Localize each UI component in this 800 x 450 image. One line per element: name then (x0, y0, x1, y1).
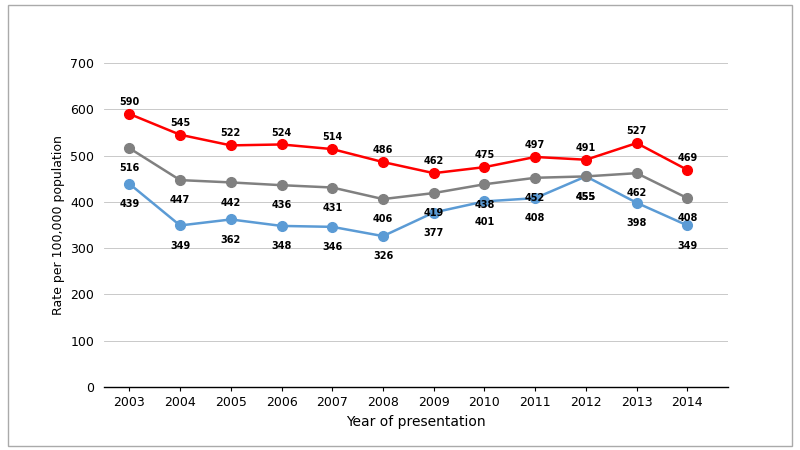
Text: 436: 436 (271, 200, 292, 211)
Text: 439: 439 (119, 199, 139, 209)
Text: 491: 491 (576, 143, 596, 153)
Female (226, 143, 236, 148)
Female (632, 140, 642, 146)
Text: 438: 438 (474, 199, 494, 210)
Total (226, 180, 236, 185)
Female (327, 146, 337, 152)
Text: 462: 462 (424, 156, 444, 166)
Total (429, 190, 438, 196)
Male (226, 217, 236, 222)
Male (125, 181, 134, 186)
Text: 516: 516 (119, 163, 139, 173)
Female (682, 167, 692, 173)
Total (327, 185, 337, 190)
Female (480, 164, 490, 170)
Text: 377: 377 (424, 228, 444, 238)
Text: 545: 545 (170, 118, 190, 128)
Text: 408: 408 (525, 213, 546, 224)
Text: 419: 419 (424, 208, 444, 218)
Text: 455: 455 (576, 192, 596, 202)
Text: 486: 486 (373, 145, 394, 155)
Line: Female: Female (125, 109, 692, 178)
Text: 590: 590 (119, 97, 139, 107)
Female (125, 111, 134, 117)
Text: 398: 398 (626, 218, 647, 228)
Text: 469: 469 (678, 153, 698, 163)
Male (378, 234, 388, 239)
Text: 447: 447 (170, 195, 190, 205)
X-axis label: Year of presentation: Year of presentation (346, 414, 486, 428)
Text: 406: 406 (373, 214, 393, 225)
Female (530, 154, 540, 160)
Total (632, 171, 642, 176)
Male (429, 210, 438, 215)
Male (327, 224, 337, 230)
Text: 462: 462 (626, 189, 647, 198)
Text: 475: 475 (474, 150, 494, 160)
Text: 346: 346 (322, 242, 342, 252)
Male (632, 200, 642, 206)
Female (429, 171, 438, 176)
Text: 442: 442 (221, 198, 241, 208)
Female (581, 157, 590, 162)
Text: 497: 497 (525, 140, 546, 150)
Female (175, 132, 185, 137)
Text: 514: 514 (322, 132, 342, 142)
Text: 348: 348 (271, 241, 292, 251)
Line: Total: Total (125, 143, 692, 204)
Text: 455: 455 (576, 192, 596, 202)
Text: 522: 522 (221, 128, 241, 139)
Text: 527: 527 (626, 126, 647, 136)
Male (277, 223, 286, 229)
Male (682, 223, 692, 228)
Total (581, 174, 590, 179)
Male (530, 195, 540, 201)
Text: 452: 452 (525, 193, 546, 203)
Total (682, 195, 692, 201)
Text: 349: 349 (170, 241, 190, 251)
Text: 431: 431 (322, 203, 342, 213)
Total (125, 145, 134, 151)
Text: 408: 408 (678, 213, 698, 224)
Text: 401: 401 (474, 216, 494, 227)
Total (480, 181, 490, 187)
Y-axis label: Rate per 100,000 population: Rate per 100,000 population (52, 135, 65, 315)
Text: 362: 362 (221, 235, 241, 245)
Male (480, 199, 490, 204)
Male (581, 174, 590, 179)
Total (175, 177, 185, 183)
Total (378, 196, 388, 202)
Total (277, 183, 286, 188)
Total (530, 175, 540, 180)
Female (378, 159, 388, 165)
Text: 524: 524 (271, 127, 292, 138)
Text: 349: 349 (678, 241, 698, 251)
Female (277, 142, 286, 147)
Line: Male: Male (125, 171, 692, 241)
Text: 326: 326 (373, 252, 393, 261)
Male (175, 223, 185, 228)
